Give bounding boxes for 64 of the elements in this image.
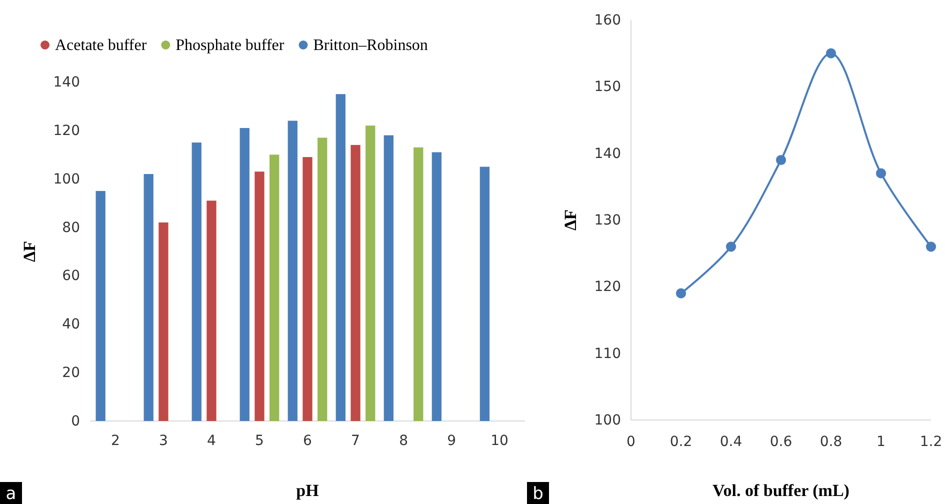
x-tick-label: 3 <box>159 432 168 449</box>
bar <box>384 135 394 421</box>
legend-label: Acetate buffer <box>55 37 148 54</box>
y-tick-label: 160 <box>594 12 621 28</box>
y-tick-label: 60 <box>62 268 80 284</box>
bar <box>432 152 442 421</box>
x-tick-label: 9 <box>447 432 456 449</box>
bar <box>254 172 264 421</box>
x-tick-label: 1 <box>876 434 886 450</box>
y-tick-label: 100 <box>53 171 80 188</box>
point <box>926 242 936 252</box>
point <box>676 288 686 298</box>
y-tick-label: 110 <box>594 346 621 362</box>
bar <box>192 142 202 421</box>
bar <box>350 144 360 421</box>
y-tick-label: 120 <box>53 122 80 139</box>
bar <box>158 222 168 421</box>
bar <box>414 147 424 421</box>
panel-label: b <box>527 482 549 504</box>
bar <box>366 126 376 421</box>
point <box>876 168 886 178</box>
x-tick-label: 1.2 <box>920 434 942 450</box>
x-tick-label: 0.4 <box>720 434 742 450</box>
point <box>726 242 736 252</box>
bar <box>270 154 280 421</box>
x-tick-label: 7 <box>351 432 360 449</box>
bar <box>206 200 216 421</box>
y-tick-label: 100 <box>594 412 621 428</box>
y-tick-label: 120 <box>594 279 621 296</box>
x-tick-label: 0.6 <box>770 434 792 450</box>
y-tick-label: 140 <box>594 146 621 162</box>
y-tick-label: 80 <box>62 220 80 236</box>
bar <box>480 166 490 421</box>
x-tick-label: 0.2 <box>670 434 692 450</box>
bar <box>302 157 312 421</box>
point <box>826 48 836 58</box>
panel-label: a <box>0 482 22 504</box>
legend-label: Phosphate buffer <box>176 37 285 54</box>
bar <box>240 128 250 421</box>
x-tick-label: 2 <box>110 432 120 449</box>
bar <box>96 190 106 421</box>
x-tick-label: 8 <box>399 432 408 449</box>
x-tick-label: 10 <box>490 432 508 449</box>
y-tick-label: 130 <box>594 212 621 228</box>
y-axis-title: ΔF <box>561 209 580 231</box>
y-axis-title: ΔF <box>20 240 39 262</box>
bar <box>288 120 298 421</box>
bar <box>336 94 346 421</box>
point <box>776 154 786 166</box>
x-tick-label: 6 <box>303 432 312 449</box>
x-tick-label: 0 <box>626 434 636 450</box>
y-tick-label: 20 <box>62 365 80 382</box>
bar <box>318 138 328 421</box>
y-tick-label: 140 <box>53 74 80 90</box>
x-tick-label: 5 <box>255 432 264 449</box>
legend-label: Britton–Robinson <box>313 37 428 54</box>
bar <box>144 174 154 421</box>
x-axis-title: pH <box>296 481 319 500</box>
x-axis-title: Vol. of buffer (mL) <box>712 481 850 500</box>
y-tick-label: 0 <box>71 413 80 430</box>
x-tick-label: 0.8 <box>820 434 842 450</box>
x-tick-label: 4 <box>207 432 216 449</box>
y-tick-label: 40 <box>62 316 80 333</box>
y-tick-label: 150 <box>594 79 621 96</box>
